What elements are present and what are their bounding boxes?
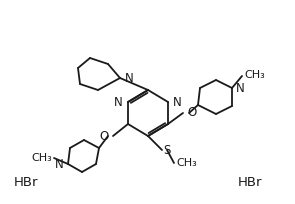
- Text: N: N: [173, 95, 182, 109]
- Text: O: O: [187, 106, 196, 120]
- Text: HBr: HBr: [14, 175, 39, 188]
- Text: N: N: [236, 82, 245, 94]
- Text: CH₃: CH₃: [31, 153, 52, 163]
- Text: S: S: [163, 143, 171, 156]
- Text: N: N: [55, 157, 64, 171]
- Text: CH₃: CH₃: [176, 158, 197, 168]
- Text: N: N: [125, 71, 134, 84]
- Text: N: N: [114, 95, 123, 109]
- Text: HBr: HBr: [238, 175, 263, 188]
- Text: CH₃: CH₃: [244, 70, 265, 80]
- Text: O: O: [100, 130, 109, 143]
